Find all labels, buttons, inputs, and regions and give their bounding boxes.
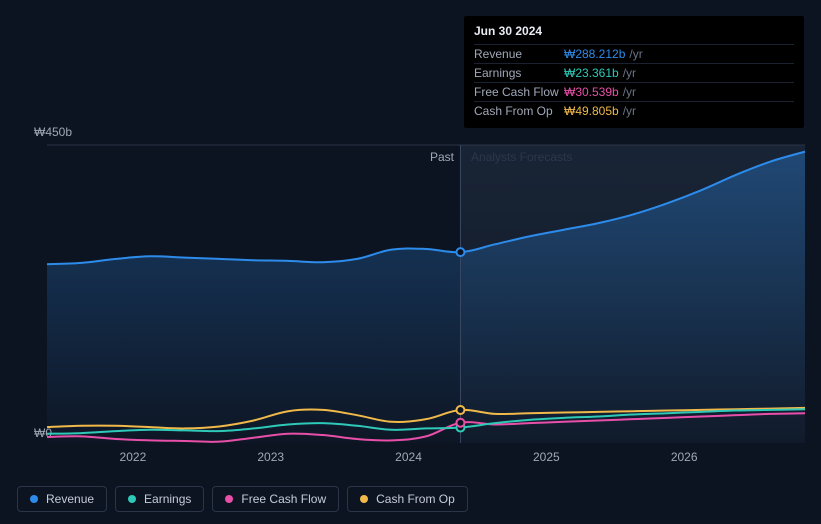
chart-svg	[47, 145, 805, 443]
x-axis-tick: 2023	[257, 450, 284, 464]
legend-item-revenue[interactable]: Revenue	[17, 486, 107, 512]
legend-item-fcf[interactable]: Free Cash Flow	[212, 486, 339, 512]
tooltip-row: Revenue₩288.212b/yr	[474, 44, 794, 63]
tooltip-metric-value: ₩288.212b	[564, 47, 625, 61]
x-axis-tick: 2022	[120, 450, 147, 464]
legend-item-cfo[interactable]: Cash From Op	[347, 486, 468, 512]
tooltip-metric-label: Revenue	[474, 47, 564, 61]
tooltip-metric-label: Cash From Op	[474, 104, 564, 118]
legend-swatch	[360, 495, 368, 503]
legend-label: Earnings	[144, 492, 191, 506]
x-axis: 2022 2023 2024 2025 2026	[64, 450, 821, 470]
y-axis-label-max: ₩450b	[34, 125, 72, 139]
x-axis-tick: 2026	[671, 450, 698, 464]
tooltip-metric-label: Free Cash Flow	[474, 85, 564, 99]
tooltip-metric-value: ₩23.361b	[564, 66, 619, 80]
tooltip-row: Earnings₩23.361b/yr	[474, 63, 794, 82]
x-axis-tick: 2024	[395, 450, 422, 464]
hover-dot-cfo	[456, 406, 464, 414]
legend-swatch	[225, 495, 233, 503]
tooltip-metric-unit: /yr	[629, 47, 642, 61]
hover-dot-revenue	[456, 248, 464, 256]
chart-legend: Revenue Earnings Free Cash Flow Cash From O…	[17, 486, 468, 512]
tooltip-metric-value: ₩49.805b	[564, 104, 619, 118]
tooltip-metric-unit: /yr	[623, 66, 636, 80]
tooltip-row: Cash From Op₩49.805b/yr	[474, 101, 794, 120]
revenue-area	[47, 152, 805, 443]
tooltip-metric-unit: /yr	[623, 85, 636, 99]
legend-swatch	[30, 495, 38, 503]
x-axis-tick: 2025	[533, 450, 560, 464]
legend-swatch	[128, 495, 136, 503]
plot-area[interactable]	[47, 145, 805, 443]
tooltip-metric-value: ₩30.539b	[564, 85, 619, 99]
legend-label: Cash From Op	[376, 492, 455, 506]
legend-label: Free Cash Flow	[241, 492, 326, 506]
legend-label: Revenue	[46, 492, 94, 506]
tooltip-row: Free Cash Flow₩30.539b/yr	[474, 82, 794, 101]
legend-item-earnings[interactable]: Earnings	[115, 486, 204, 512]
tooltip-date: Jun 30 2024	[474, 24, 794, 42]
tooltip-metric-label: Earnings	[474, 66, 564, 80]
hover-dot-fcf	[456, 419, 464, 427]
hover-tooltip: Jun 30 2024 Revenue₩288.212b/yrEarnings₩…	[464, 16, 804, 128]
tooltip-metric-unit: /yr	[623, 104, 636, 118]
